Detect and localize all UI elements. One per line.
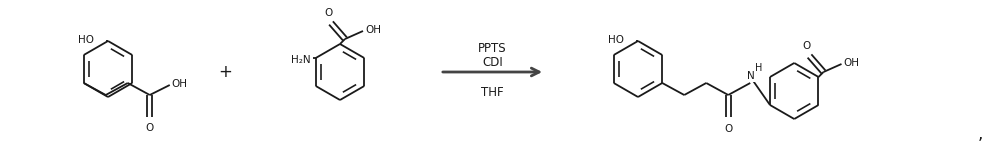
Text: O: O bbox=[146, 123, 154, 133]
Text: THF: THF bbox=[481, 85, 504, 99]
Text: OH: OH bbox=[843, 58, 859, 68]
Text: HO: HO bbox=[608, 35, 624, 45]
Text: N: N bbox=[747, 71, 755, 81]
Text: O: O bbox=[724, 124, 732, 134]
Text: O: O bbox=[802, 41, 811, 51]
Text: PPTS: PPTS bbox=[478, 41, 507, 55]
Text: O: O bbox=[324, 8, 332, 18]
Text: ,: , bbox=[977, 125, 983, 143]
Text: CDI: CDI bbox=[482, 55, 503, 69]
Text: H: H bbox=[755, 63, 762, 73]
Text: OH: OH bbox=[172, 79, 188, 89]
Text: OH: OH bbox=[365, 25, 381, 35]
Text: HO: HO bbox=[78, 35, 94, 45]
Text: +: + bbox=[218, 63, 232, 81]
Text: H₂N: H₂N bbox=[291, 55, 311, 65]
